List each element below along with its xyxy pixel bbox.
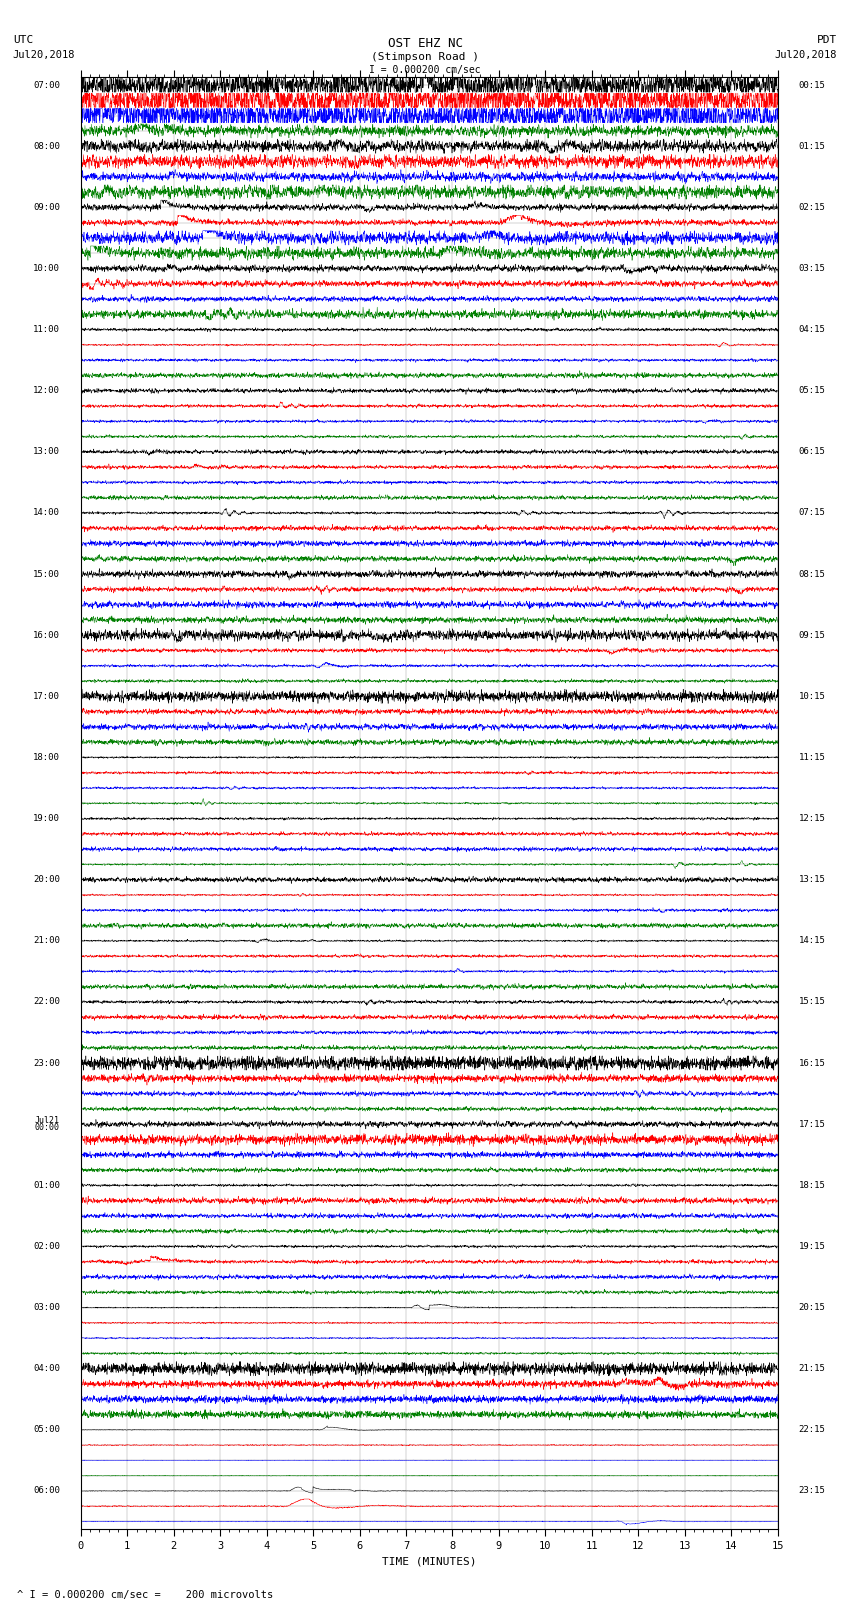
- Text: 14:00: 14:00: [33, 508, 60, 518]
- Text: 12:15: 12:15: [799, 815, 825, 823]
- Text: 21:00: 21:00: [33, 936, 60, 945]
- Text: 05:00: 05:00: [33, 1426, 60, 1434]
- Text: 22:15: 22:15: [799, 1426, 825, 1434]
- Text: UTC: UTC: [13, 35, 33, 45]
- Text: 16:00: 16:00: [33, 631, 60, 640]
- Text: 11:00: 11:00: [33, 326, 60, 334]
- Text: OST EHZ NC: OST EHZ NC: [388, 37, 462, 50]
- Text: Jul21: Jul21: [35, 1116, 60, 1124]
- Text: 01:00: 01:00: [33, 1181, 60, 1190]
- Text: 15:15: 15:15: [799, 997, 825, 1007]
- Text: 01:15: 01:15: [799, 142, 825, 150]
- Text: 15:00: 15:00: [33, 569, 60, 579]
- Text: I = 0.000200 cm/sec: I = 0.000200 cm/sec: [369, 65, 481, 74]
- Text: 00:15: 00:15: [799, 81, 825, 90]
- Text: 17:15: 17:15: [799, 1119, 825, 1129]
- Text: 09:00: 09:00: [33, 203, 60, 211]
- Text: 00:00: 00:00: [35, 1124, 60, 1132]
- Text: 02:00: 02:00: [33, 1242, 60, 1252]
- Text: 06:00: 06:00: [33, 1487, 60, 1495]
- Text: 22:00: 22:00: [33, 997, 60, 1007]
- Text: 16:15: 16:15: [799, 1058, 825, 1068]
- Text: 23:15: 23:15: [799, 1487, 825, 1495]
- Text: 18:15: 18:15: [799, 1181, 825, 1190]
- Text: 20:15: 20:15: [799, 1303, 825, 1311]
- Text: 12:00: 12:00: [33, 386, 60, 395]
- Text: 08:15: 08:15: [799, 569, 825, 579]
- Text: 08:00: 08:00: [33, 142, 60, 150]
- Text: 10:15: 10:15: [799, 692, 825, 700]
- Text: Jul20,2018: Jul20,2018: [13, 50, 76, 60]
- Text: 06:15: 06:15: [799, 447, 825, 456]
- Text: 03:15: 03:15: [799, 265, 825, 273]
- Text: ^ I = 0.000200 cm/sec =    200 microvolts: ^ I = 0.000200 cm/sec = 200 microvolts: [17, 1590, 273, 1600]
- Text: 02:15: 02:15: [799, 203, 825, 211]
- Text: 04:15: 04:15: [799, 326, 825, 334]
- Text: 09:15: 09:15: [799, 631, 825, 640]
- Text: (Stimpson Road ): (Stimpson Road ): [371, 52, 479, 61]
- Text: 03:00: 03:00: [33, 1303, 60, 1311]
- Text: 21:15: 21:15: [799, 1365, 825, 1373]
- Text: 19:15: 19:15: [799, 1242, 825, 1252]
- Text: 23:00: 23:00: [33, 1058, 60, 1068]
- Text: 17:00: 17:00: [33, 692, 60, 700]
- Text: PDT: PDT: [817, 35, 837, 45]
- Text: Jul20,2018: Jul20,2018: [774, 50, 837, 60]
- Text: 07:15: 07:15: [799, 508, 825, 518]
- Text: 07:00: 07:00: [33, 81, 60, 90]
- Text: 18:00: 18:00: [33, 753, 60, 761]
- Text: 11:15: 11:15: [799, 753, 825, 761]
- Text: 05:15: 05:15: [799, 386, 825, 395]
- X-axis label: TIME (MINUTES): TIME (MINUTES): [382, 1557, 477, 1566]
- Text: 04:00: 04:00: [33, 1365, 60, 1373]
- Text: 19:00: 19:00: [33, 815, 60, 823]
- Text: 13:15: 13:15: [799, 876, 825, 884]
- Text: 20:00: 20:00: [33, 876, 60, 884]
- Text: 14:15: 14:15: [799, 936, 825, 945]
- Text: 10:00: 10:00: [33, 265, 60, 273]
- Text: 13:00: 13:00: [33, 447, 60, 456]
